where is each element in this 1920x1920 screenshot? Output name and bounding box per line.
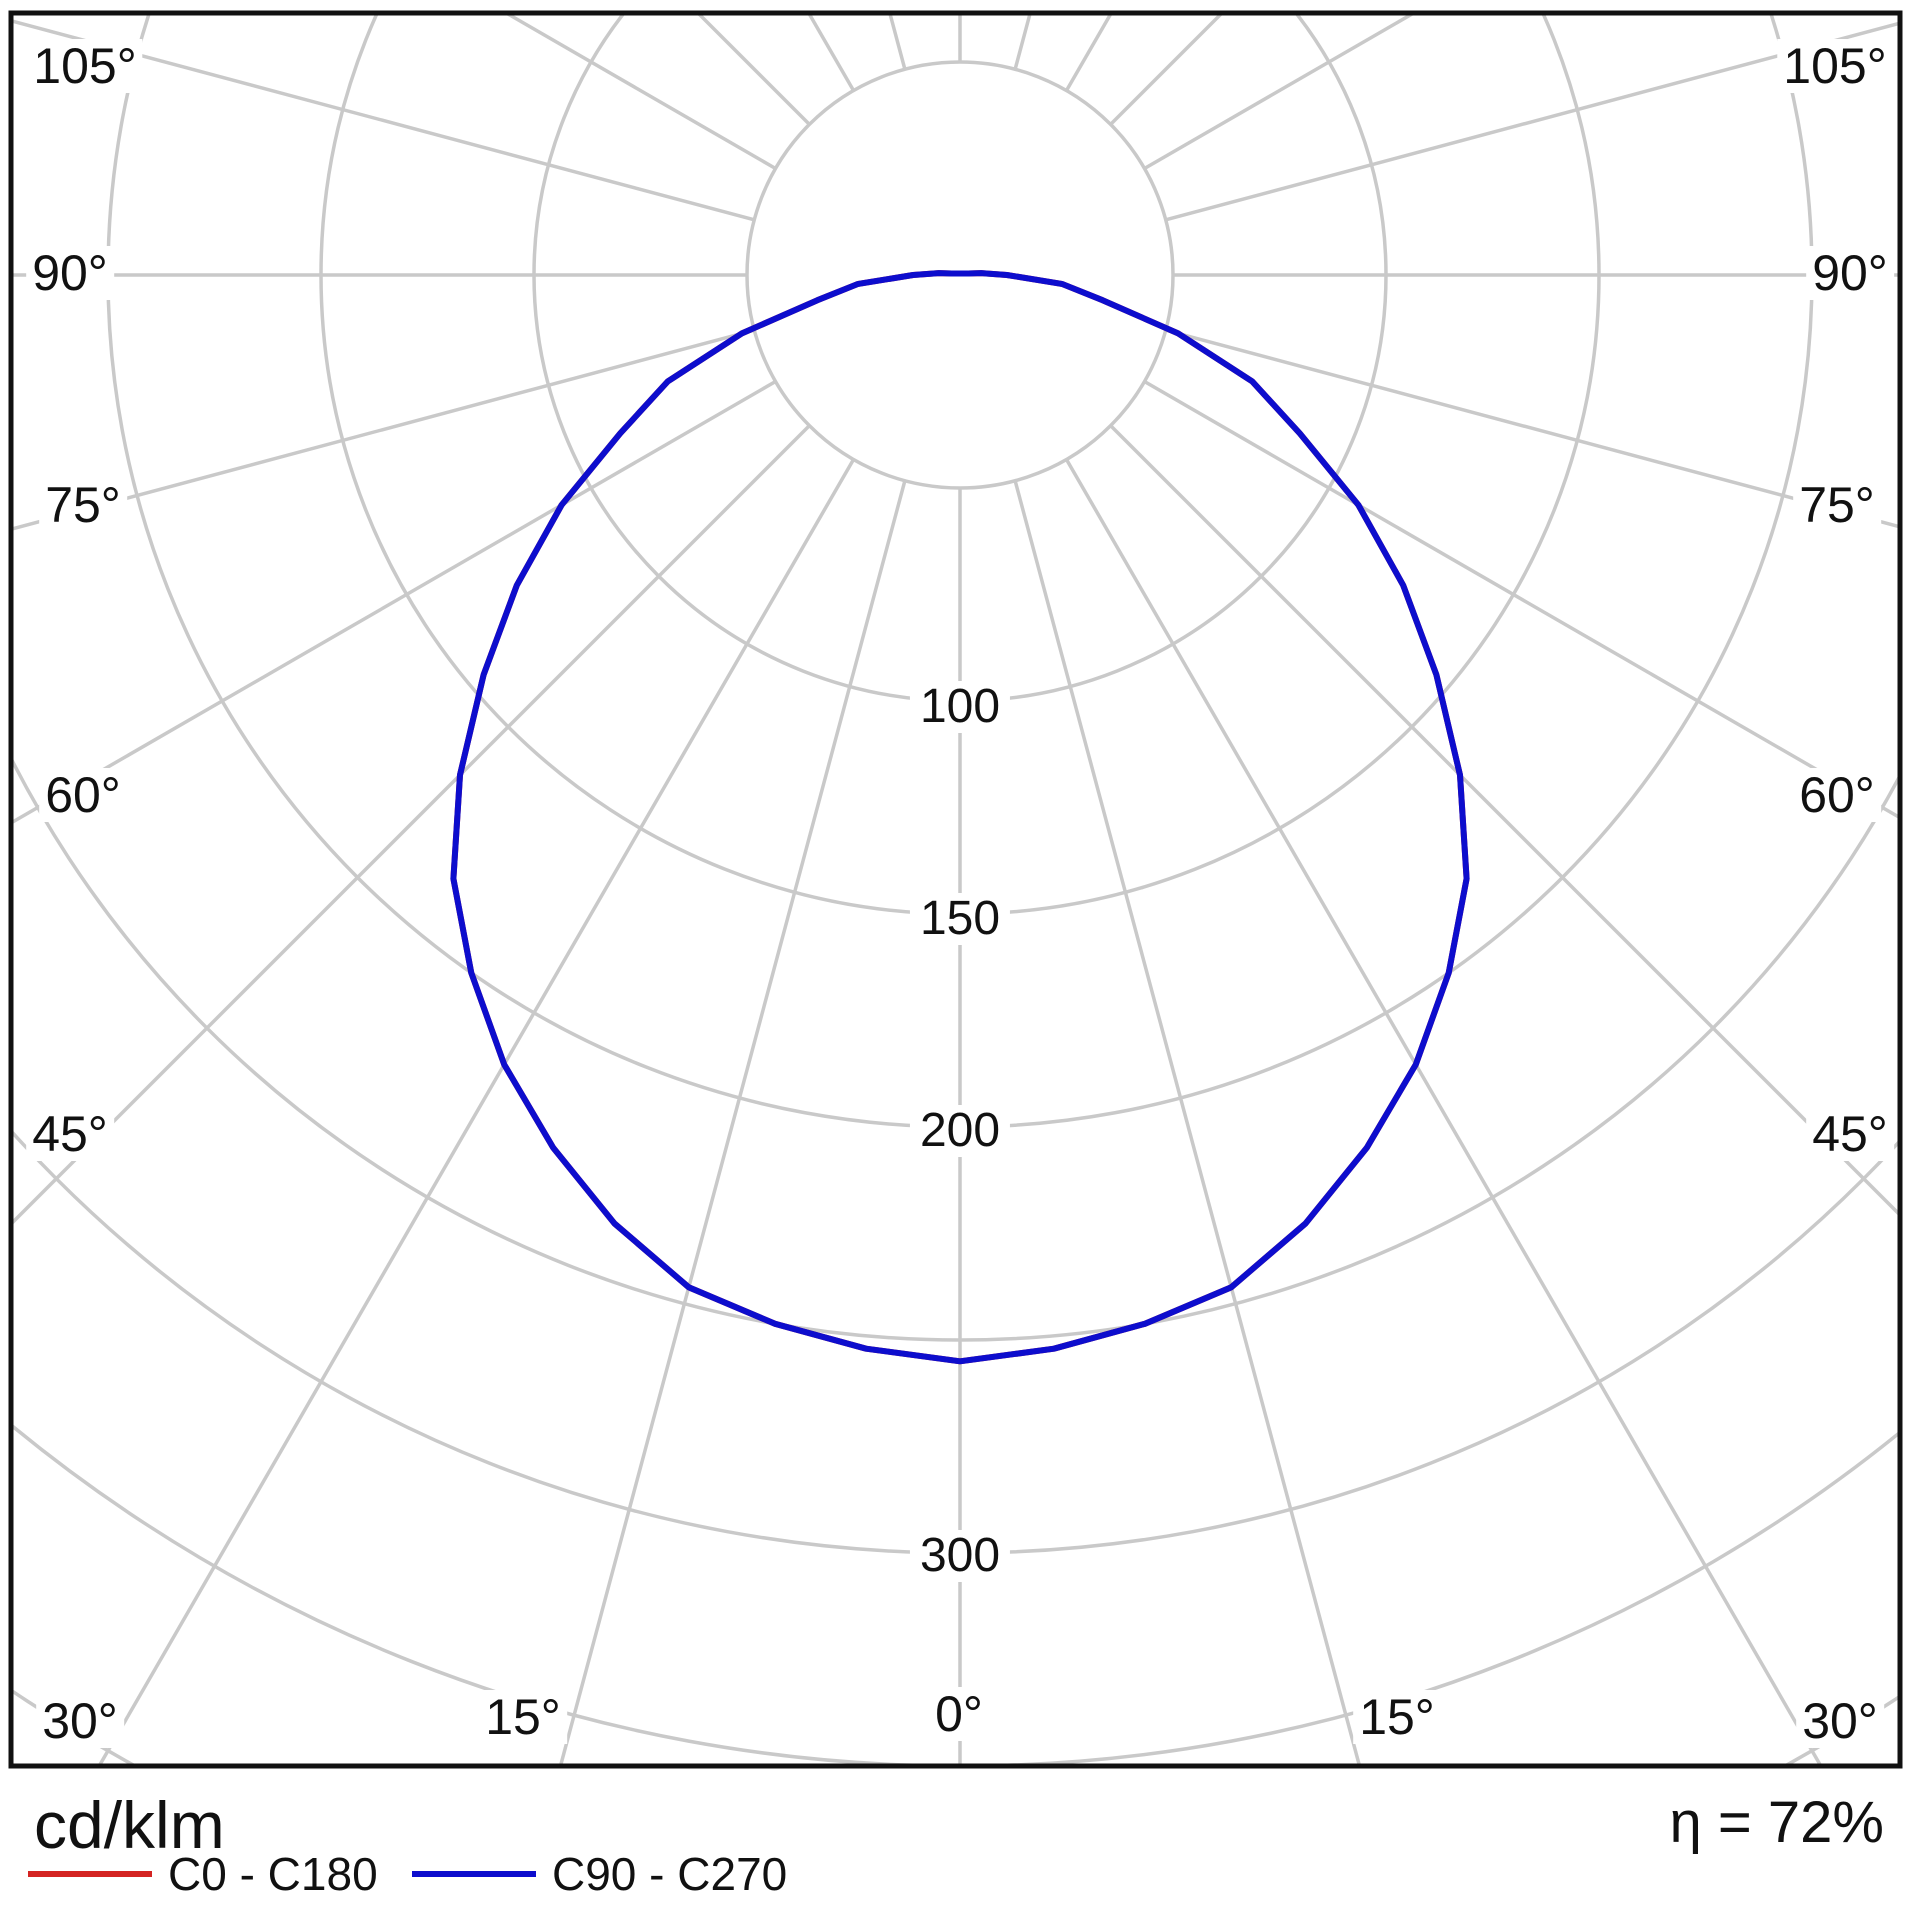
angle-label-75deg: 75° bbox=[1793, 478, 1881, 532]
c90-c270-line-swatch bbox=[412, 1871, 536, 1877]
angle-label-90deg: 90° bbox=[26, 246, 114, 300]
c0-c180-line-swatch bbox=[28, 1871, 152, 1877]
angle-label-105deg: 105° bbox=[1777, 39, 1893, 93]
radial-value-label-300: 300 bbox=[909, 1530, 1011, 1582]
radial-value-label-100: 100 bbox=[909, 681, 1011, 733]
angle-label-45deg: 45° bbox=[26, 1107, 114, 1161]
angle-label-15deg: 15° bbox=[479, 1690, 567, 1744]
legend-label-c0-c180: C0 - C180 bbox=[168, 1848, 378, 1900]
angle-label-60deg: 60° bbox=[1793, 768, 1881, 822]
units-label: cd/klm bbox=[34, 1788, 225, 1862]
efficiency-value: η = 72% bbox=[1669, 1790, 1884, 1855]
angle-label-90deg: 90° bbox=[1806, 246, 1894, 300]
legend-item-c0-c180: C0 - C180 bbox=[28, 1848, 378, 1900]
radial-value-label-150: 150 bbox=[909, 893, 1011, 945]
angle-label-105deg: 105° bbox=[27, 39, 143, 93]
legend-label-c90-c270: C90 - C270 bbox=[552, 1848, 788, 1900]
angle-label-60deg: 60° bbox=[39, 768, 127, 822]
angle-label-30deg: 30° bbox=[1796, 1694, 1884, 1748]
legend: C0 - C180 C90 - C270 bbox=[28, 1848, 1128, 1900]
angle-label-45deg: 45° bbox=[1806, 1107, 1894, 1161]
angle-label-75deg: 75° bbox=[39, 478, 127, 532]
curve-C90-C270 bbox=[450, 270, 1470, 1365]
angle-label-30deg: 30° bbox=[36, 1694, 124, 1748]
radial-value-label-200: 200 bbox=[909, 1105, 1011, 1157]
angle-label-15deg: 15° bbox=[1353, 1690, 1441, 1744]
angle-label-0deg: 0° bbox=[929, 1687, 989, 1741]
legend-item-c90-c270: C90 - C270 bbox=[412, 1848, 787, 1900]
